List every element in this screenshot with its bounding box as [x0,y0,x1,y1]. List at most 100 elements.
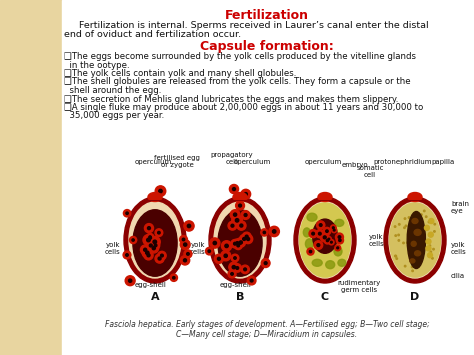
Ellipse shape [317,221,325,229]
Ellipse shape [158,231,160,234]
Ellipse shape [335,219,344,226]
Ellipse shape [234,257,236,259]
Ellipse shape [390,203,440,277]
Ellipse shape [389,202,441,278]
Ellipse shape [152,247,155,250]
Text: ❑The secretion of Mehlis gland lubricates the eggs and makes them slippery.: ❑The secretion of Mehlis gland lubricate… [64,94,398,104]
Ellipse shape [426,239,431,244]
Ellipse shape [155,254,164,263]
Ellipse shape [434,231,435,232]
Ellipse shape [149,237,152,239]
Ellipse shape [410,259,415,263]
Text: egg-shell: egg-shell [220,282,252,288]
Ellipse shape [149,243,159,253]
Text: ❑The eggs become surrounded by the yolk cells produced by the vitelline glands: ❑The eggs become surrounded by the yolk … [64,52,416,61]
Ellipse shape [384,197,446,283]
Ellipse shape [310,250,312,253]
Ellipse shape [149,236,151,238]
Ellipse shape [420,214,422,215]
Ellipse shape [180,240,190,250]
Ellipse shape [294,197,356,283]
Ellipse shape [300,203,350,277]
Text: protonephridium: protonephridium [374,159,432,165]
Ellipse shape [147,254,150,257]
Ellipse shape [245,235,248,238]
Ellipse shape [180,236,187,243]
Ellipse shape [143,235,154,245]
Ellipse shape [407,242,408,244]
Ellipse shape [319,224,322,226]
Ellipse shape [142,248,153,258]
Ellipse shape [317,244,320,246]
Ellipse shape [147,226,150,230]
Ellipse shape [236,242,238,244]
Ellipse shape [244,234,253,244]
Ellipse shape [416,236,418,237]
Ellipse shape [332,227,334,229]
Ellipse shape [323,227,331,235]
Ellipse shape [213,241,217,245]
Ellipse shape [412,270,413,272]
Text: embryo: embryo [342,162,368,168]
Ellipse shape [399,224,400,225]
Ellipse shape [263,231,265,234]
Ellipse shape [237,244,239,247]
Ellipse shape [313,219,337,253]
Ellipse shape [408,232,409,233]
Ellipse shape [320,233,329,242]
Ellipse shape [420,228,422,230]
Ellipse shape [429,218,434,224]
Text: A: A [151,292,159,302]
Ellipse shape [159,189,162,193]
Ellipse shape [206,247,213,255]
Ellipse shape [328,238,330,240]
Ellipse shape [232,266,236,269]
Ellipse shape [424,227,426,229]
Ellipse shape [330,225,336,230]
Ellipse shape [430,251,431,253]
Ellipse shape [411,266,413,268]
Ellipse shape [299,202,351,278]
Ellipse shape [234,213,237,216]
Ellipse shape [269,226,279,237]
Text: yolk
cells: yolk cells [190,241,206,255]
Ellipse shape [423,234,425,236]
Ellipse shape [155,186,166,196]
Text: fertilised egg
or zygote: fertilised egg or zygote [154,155,200,168]
Ellipse shape [151,241,160,250]
Ellipse shape [154,244,157,247]
Ellipse shape [234,242,237,245]
Ellipse shape [404,227,405,229]
Ellipse shape [140,245,150,255]
Ellipse shape [184,250,192,258]
Text: D: D [410,292,419,302]
Ellipse shape [236,239,244,247]
Ellipse shape [305,239,313,249]
Text: Fasciola hepatica. Early stages of development. A—Fertilised egg; B—Two cell sta: Fasciola hepatica. Early stages of devel… [105,320,429,339]
Ellipse shape [239,241,242,244]
Text: rudimentary
germ cells: rudimentary germ cells [337,280,381,293]
Ellipse shape [319,232,321,235]
Ellipse shape [132,239,134,241]
Ellipse shape [264,262,267,264]
Ellipse shape [318,192,332,202]
Ellipse shape [428,221,430,223]
Ellipse shape [233,192,247,202]
Ellipse shape [183,259,187,262]
Ellipse shape [312,259,322,266]
Ellipse shape [327,236,331,241]
Ellipse shape [426,246,431,251]
Ellipse shape [326,230,328,233]
Ellipse shape [224,254,228,257]
Ellipse shape [146,251,149,255]
Text: yolk
cells: yolk cells [105,241,121,255]
Ellipse shape [231,224,234,227]
Ellipse shape [124,197,186,283]
Text: 35,000 eggs per year.: 35,000 eggs per year. [64,111,164,120]
Ellipse shape [209,197,271,283]
Ellipse shape [123,251,131,259]
Ellipse shape [231,240,239,248]
Ellipse shape [231,254,239,262]
Ellipse shape [231,273,233,275]
Ellipse shape [433,248,434,250]
